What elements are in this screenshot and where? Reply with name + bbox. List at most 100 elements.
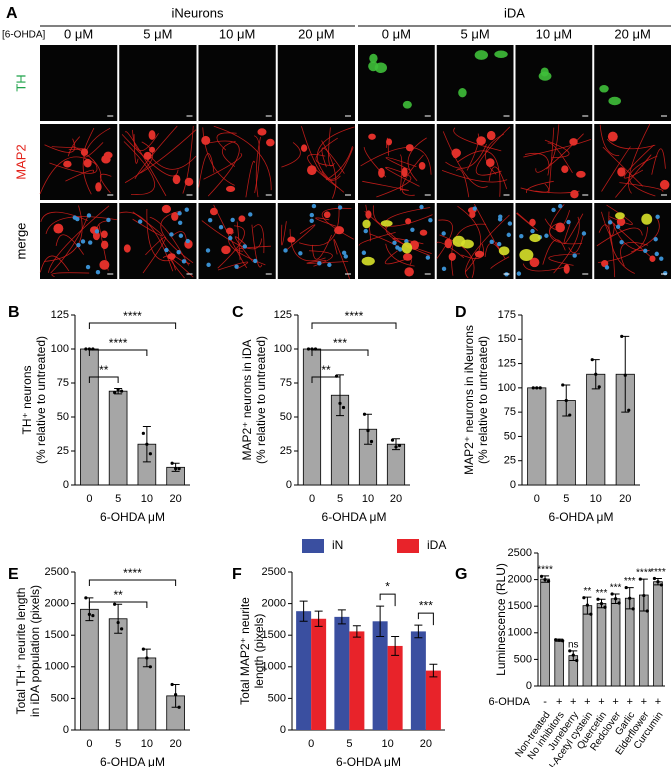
neurite [548,253,581,266]
nucleus [327,262,332,268]
cell-body [209,207,218,216]
bar [653,581,663,687]
y-tick-label: 75 [504,406,516,418]
y-tick-label: 2500 [508,547,532,559]
treatment-value: + [598,696,604,708]
th-cell [498,246,510,256]
nucleus [181,259,187,264]
data-point [642,593,646,598]
data-point [568,649,572,653]
x-axis-label: 6-OHDA μM [100,755,165,767]
cell-body [300,144,308,152]
data-point [631,607,635,611]
y-tick-label: 75 [280,377,292,389]
significance: **** [636,568,652,579]
x-tick-label: 20 [390,493,402,505]
cell-body [378,167,385,178]
data-point [170,682,174,687]
treatment-value: + [570,696,576,708]
neurite [407,137,427,182]
data-point [590,358,594,362]
x-tick-label: 20 [170,493,182,505]
th-cell [380,220,393,227]
error-bar [376,605,385,637]
nucleus [341,250,347,256]
th-cell [458,88,467,98]
neurite [439,234,475,279]
panel-label: C [232,304,244,321]
th-cell [494,50,508,58]
neurite [245,160,256,198]
nucleus [106,217,111,223]
y-tick-label: 1000 [262,661,286,673]
significance: *** [610,583,622,594]
data-point [141,431,145,435]
nucleus [472,206,477,211]
nucleus [85,264,91,270]
neurite [44,138,76,153]
y-tick-label: 2000 [45,598,69,610]
nucleus [544,233,549,238]
cell-body [469,211,476,218]
neurite [213,204,248,269]
data-point [624,585,628,590]
nucleus [218,225,224,230]
data-point [177,467,181,471]
y-tick-label: 125 [498,357,516,369]
error-bar [391,635,400,656]
bar [624,597,635,687]
nucleus [441,231,446,236]
data-point [535,386,539,390]
neurite [392,237,432,255]
neurite [286,224,316,251]
comparison-label: **** [123,309,142,323]
neurite [281,142,301,168]
y-tick-label: 500 [268,692,286,704]
y-tick-label: 25 [280,445,292,457]
data-point [91,614,95,618]
data-point [539,574,544,579]
data-point [617,601,621,605]
neurite [307,154,339,189]
y-tick-label: 25 [57,445,69,457]
cell-body [161,204,172,214]
neurite [457,150,501,197]
x-tick-label: 0 [309,493,315,505]
bar [582,605,593,687]
nucleus [178,233,184,238]
neurite [520,183,550,193]
data-point [638,577,642,581]
cell-body [221,245,231,255]
concentration-label: 10 μM [536,26,572,41]
significance: *** [596,588,608,599]
comparison-bracket [311,322,397,329]
comparison-bracket [311,376,341,383]
x-tick-label: 0 [534,493,540,505]
y-tick-label: 0 [526,680,532,692]
data-point [366,429,370,433]
y-tick-label: 0 [510,479,516,491]
bar [311,618,327,730]
legend-label: iN [332,538,343,552]
th-cell [401,242,413,254]
y-tick-label: 50 [504,430,516,442]
nucleus [317,261,322,266]
neurite [121,134,179,177]
neurite [236,245,271,252]
cell-body [99,259,110,270]
x-axis-label: 6-OHDA μM [336,755,401,767]
nucleus [498,214,503,219]
treatment-value: - [543,696,547,708]
x-tick-label: 20 [619,493,631,505]
neurite [358,232,396,246]
micrograph [358,45,435,121]
x-tick-label: 5 [115,738,121,750]
nucleus [234,264,239,269]
neurite [67,136,81,157]
nucleus [177,220,183,225]
neurite [399,154,403,191]
comparison-bracket [88,322,177,329]
cell-body [404,267,414,277]
neurite [82,127,104,158]
y-tick-label: 500 [51,692,69,704]
